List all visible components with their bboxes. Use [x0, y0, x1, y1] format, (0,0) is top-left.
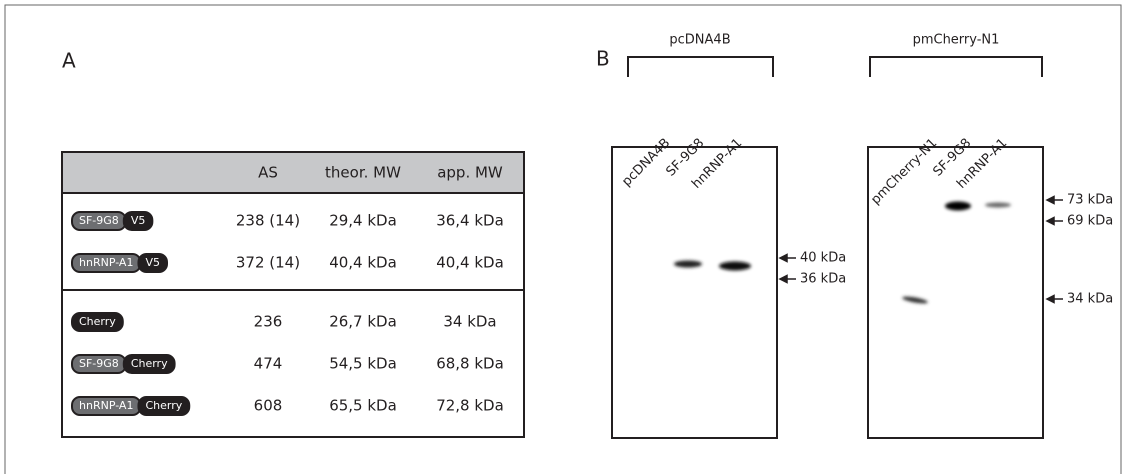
construct-label: V5	[131, 214, 146, 227]
marker-arrow	[780, 255, 796, 262]
table-cell: 36,4 kDa	[436, 212, 504, 230]
table-cell: 65,5 kDa	[329, 397, 397, 415]
group-label: pcDNA4B	[669, 33, 730, 48]
marker-label: 73 kDa	[1067, 193, 1113, 208]
table-cell: 34 kDa	[443, 313, 496, 331]
construct-label: SF-9G8	[79, 214, 119, 227]
page: A B AS theor. MW app. MW 238 (14) 29,4 kDa 36…	[0, 0, 1126, 474]
group-label: pmCherry-N1	[913, 33, 1000, 48]
bracket	[870, 57, 1042, 77]
bracket	[628, 57, 773, 77]
panel-label: A	[62, 49, 76, 73]
table-cell: 238 (14)	[236, 212, 300, 230]
marker-arrow	[1047, 197, 1063, 204]
table-cell: 474	[254, 355, 283, 373]
table-cell: 26,7 kDa	[329, 313, 397, 331]
table-cell: 236	[254, 313, 283, 331]
blot	[612, 147, 777, 438]
construct-label: V5	[145, 256, 160, 269]
marker-label: 40 kDa	[800, 251, 846, 266]
table-cell: 40,4 kDa	[436, 254, 504, 272]
marker-label: 69 kDa	[1067, 214, 1113, 229]
marker-arrow	[780, 276, 796, 283]
band	[719, 262, 751, 271]
construct-label: hnRNP-A1	[79, 399, 133, 412]
table-cell: 68,8 kDa	[436, 355, 504, 373]
marker-label: 34 kDa	[1067, 292, 1113, 307]
panel-label: B	[596, 47, 610, 71]
column-header: theor. MW	[325, 164, 401, 182]
table-frame	[62, 152, 524, 437]
band	[674, 261, 702, 268]
band	[985, 203, 1011, 208]
marker-label: 36 kDa	[800, 272, 846, 287]
construct-label: Cherry	[145, 399, 182, 412]
construct-label: Cherry	[79, 315, 116, 328]
construct-label: hnRNP-A1	[79, 256, 133, 269]
construct-label: Cherry	[131, 357, 168, 370]
marker-arrow	[1047, 218, 1063, 225]
table-cell: 72,8 kDa	[436, 397, 504, 415]
table-cell: 29,4 kDa	[329, 212, 397, 230]
table-cell: 40,4 kDa	[329, 254, 397, 272]
marker-arrow	[1047, 296, 1063, 303]
table-cell: 372 (14)	[236, 254, 300, 272]
table-cell: 54,5 kDa	[329, 355, 397, 373]
band	[945, 202, 971, 211]
column-header: app. MW	[437, 164, 503, 182]
column-header: AS	[258, 164, 278, 182]
table-cell: 608	[254, 397, 283, 415]
construct-label: SF-9G8	[79, 357, 119, 370]
figure: A B AS theor. MW app. MW 238 (14) 29,4 kDa 36…	[0, 0, 1126, 474]
